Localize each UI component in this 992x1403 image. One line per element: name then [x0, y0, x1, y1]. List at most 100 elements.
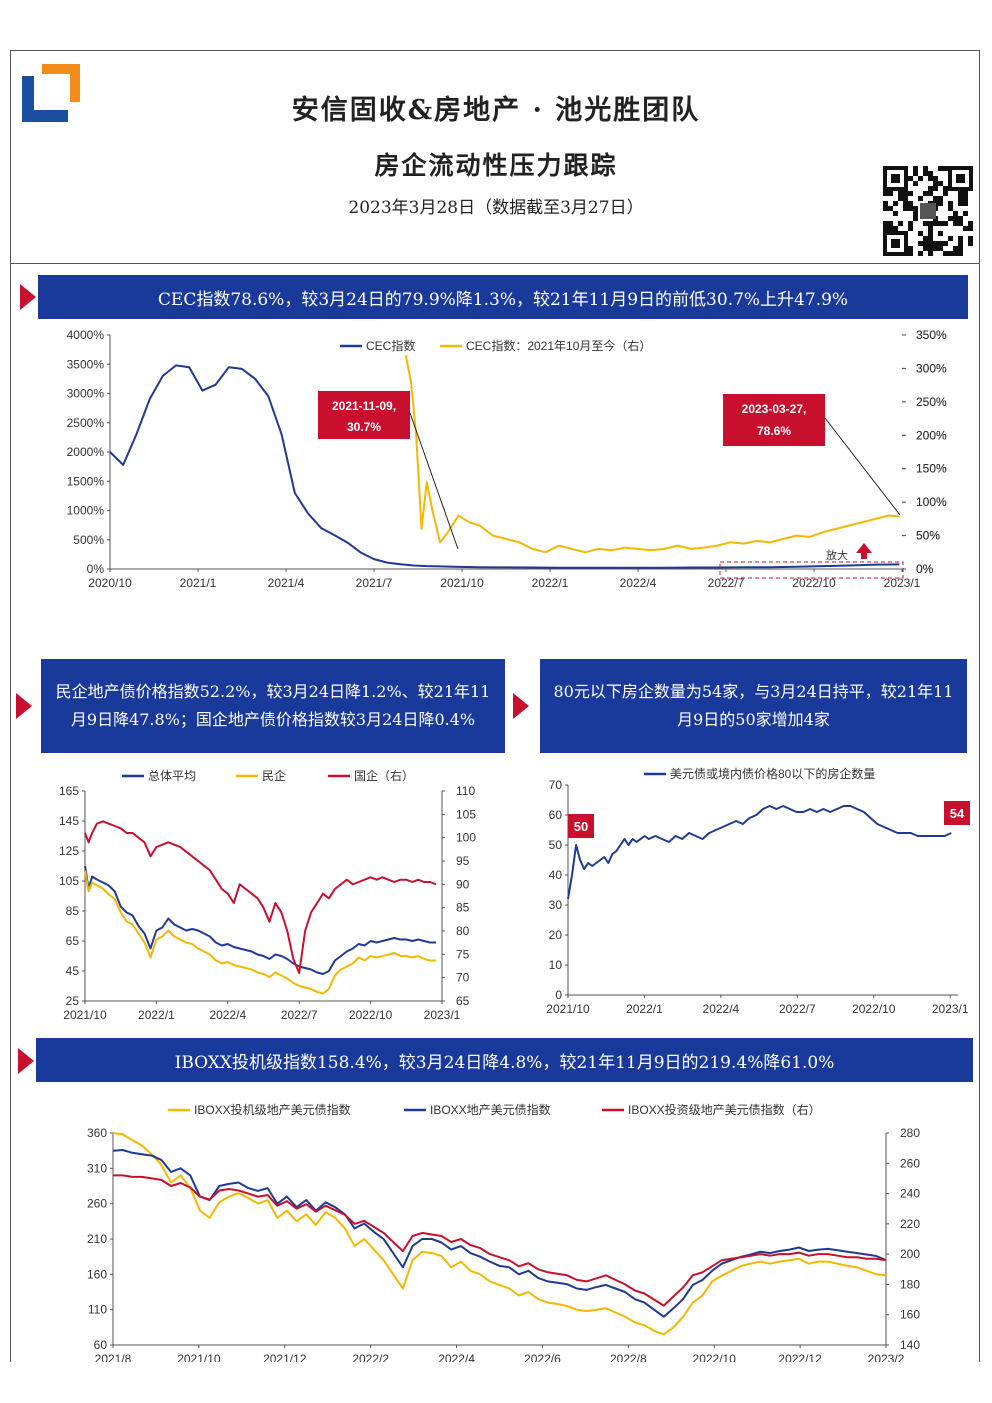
- qr-module: [883, 221, 888, 226]
- qr-module: [888, 221, 893, 226]
- y-tick-label-left: 105: [59, 874, 79, 888]
- y-tick-label-left: 85: [66, 904, 80, 918]
- qr-module: [943, 251, 948, 256]
- series-line: [112, 1132, 887, 1336]
- qr-module: [888, 206, 893, 211]
- company-logo: [20, 62, 82, 124]
- y-tick-label-right: 180: [900, 1277, 920, 1291]
- qr-module: [893, 211, 898, 216]
- x-tick-label: 2022/4: [209, 1008, 246, 1022]
- report-title: 安信固收&房地产 · 池光胜团队: [291, 95, 701, 126]
- annotation-box: [723, 394, 825, 446]
- y-tick-label-left: 1000%: [67, 504, 105, 518]
- qr-module: [918, 196, 923, 201]
- qr-module: [943, 166, 948, 171]
- y-tick-label-left: 160: [87, 1267, 107, 1281]
- banner-iboxx: IBOXX投机级指数158.4%，较3月24日降4.8%，较21年11月9日的2…: [36, 1038, 973, 1082]
- qr-module: [903, 201, 908, 206]
- qr-module: [948, 206, 953, 211]
- qr-module: [898, 221, 903, 226]
- y-tick-label-right: 80: [456, 924, 470, 938]
- qr-module: [908, 251, 913, 256]
- banner-cec: CEC指数78.6%，较3月24日的79.9%降1.3%，较21年11月9日的前…: [38, 275, 968, 319]
- y-tick-label-right: 280: [900, 1126, 920, 1140]
- up-arrow-icon: [856, 543, 872, 559]
- section-arrow-icon: [20, 284, 36, 310]
- qr-module: [948, 201, 953, 206]
- qr-module: [918, 251, 923, 256]
- x-tick-label: 2022/10: [792, 576, 836, 590]
- y-tick-label-right: 150%: [916, 462, 947, 476]
- legend-label: 民企: [262, 768, 286, 783]
- series-line: [567, 805, 952, 900]
- y-tick-label-left: 25: [66, 994, 80, 1008]
- qr-module: [928, 246, 933, 251]
- qr-module: [928, 236, 933, 241]
- legend-label: IBOXX地产美元债指数: [430, 1102, 551, 1117]
- qr-module: [923, 246, 928, 251]
- y-tick-label-right: 50%: [916, 529, 940, 543]
- x-tick-label: 2021/12: [263, 1352, 307, 1362]
- qr-module: [968, 241, 973, 246]
- qr-module: [953, 211, 958, 216]
- qr-module: [958, 201, 963, 206]
- annotation-leader: [409, 412, 459, 550]
- y-tick-label-right: 85: [456, 901, 470, 915]
- legend-label: CEC指数：2021年10月至今（右）: [466, 338, 651, 353]
- annotation-text: 30.7%: [347, 420, 381, 434]
- x-tick-label: 2023/2: [868, 1352, 905, 1362]
- qr-module: [938, 221, 943, 226]
- qr-module: [918, 231, 923, 236]
- y-tick-label-left: 360: [87, 1126, 107, 1140]
- series-line: [404, 354, 900, 554]
- qr-module: [908, 176, 913, 181]
- qr-module: [938, 181, 943, 186]
- y-tick-label-right: 200: [900, 1247, 920, 1261]
- x-tick-label: 2022/6: [524, 1352, 561, 1362]
- qr-module: [883, 201, 888, 206]
- banner-private-bond: 民企地产债价格指数52.2%，较3月24日降1.2%、较21年11月9日降47.…: [41, 659, 505, 753]
- annotation-text: 2023-03-27,: [742, 402, 807, 416]
- qr-module: [948, 236, 953, 241]
- x-tick-label: 2022/10: [852, 1002, 896, 1016]
- y-tick-label-right: 300%: [916, 361, 947, 375]
- legend-label: 国企（右）: [354, 768, 414, 783]
- x-tick-label: 2021/1: [180, 576, 217, 590]
- y-tick-label-left: 4000%: [67, 328, 105, 342]
- y-tick-label-right: 100: [456, 831, 476, 845]
- y-tick-label-right: 100%: [916, 495, 947, 509]
- qr-module: [908, 206, 913, 211]
- qr-module: [963, 226, 968, 231]
- qr-module: [938, 166, 943, 171]
- qr-module: [933, 186, 938, 191]
- qr-module: [963, 201, 968, 206]
- qr-module: [933, 241, 938, 246]
- qr-module: [908, 191, 913, 196]
- qr-finder-core: [956, 174, 965, 183]
- x-tick-label: 2022/4: [620, 576, 657, 590]
- qr-module: [883, 191, 888, 196]
- y-tick-label-left: 30: [549, 898, 563, 912]
- x-tick-label: 2022/10: [693, 1352, 737, 1362]
- series-line: [84, 870, 437, 995]
- chart-cec-index: 4000% 3500% 3000% 2500% 2000% 1500% 1000% 500% 0…: [67, 328, 947, 590]
- section-arrow-icon: [513, 693, 529, 719]
- y-tick-label-right: 150%: [916, 462, 947, 476]
- qr-module: [953, 246, 958, 251]
- x-tick-label: 2022/4: [703, 1002, 740, 1016]
- qr-code-icon: [883, 166, 973, 256]
- y-tick-label-left: 165: [59, 784, 79, 798]
- y-tick-label-left: 1500%: [67, 474, 105, 488]
- x-tick-label: 2021/10: [177, 1352, 221, 1362]
- qr-module: [958, 191, 963, 196]
- x-tick-label: 2021/10: [546, 1002, 590, 1016]
- chart-iboxx: 360 310 260 210 160 110 60 280 260 240 220 200 180 16…: [87, 1102, 920, 1362]
- y-tick-label-left: 0: [555, 988, 562, 1002]
- series-line: [113, 1174, 887, 1307]
- y-tick-label-right: 75: [456, 947, 470, 961]
- qr-module: [953, 221, 958, 226]
- series-line: [109, 364, 900, 569]
- page-frame: [10, 50, 980, 1362]
- y-tick-label-right: 350%: [916, 328, 947, 342]
- qr-module: [963, 211, 968, 216]
